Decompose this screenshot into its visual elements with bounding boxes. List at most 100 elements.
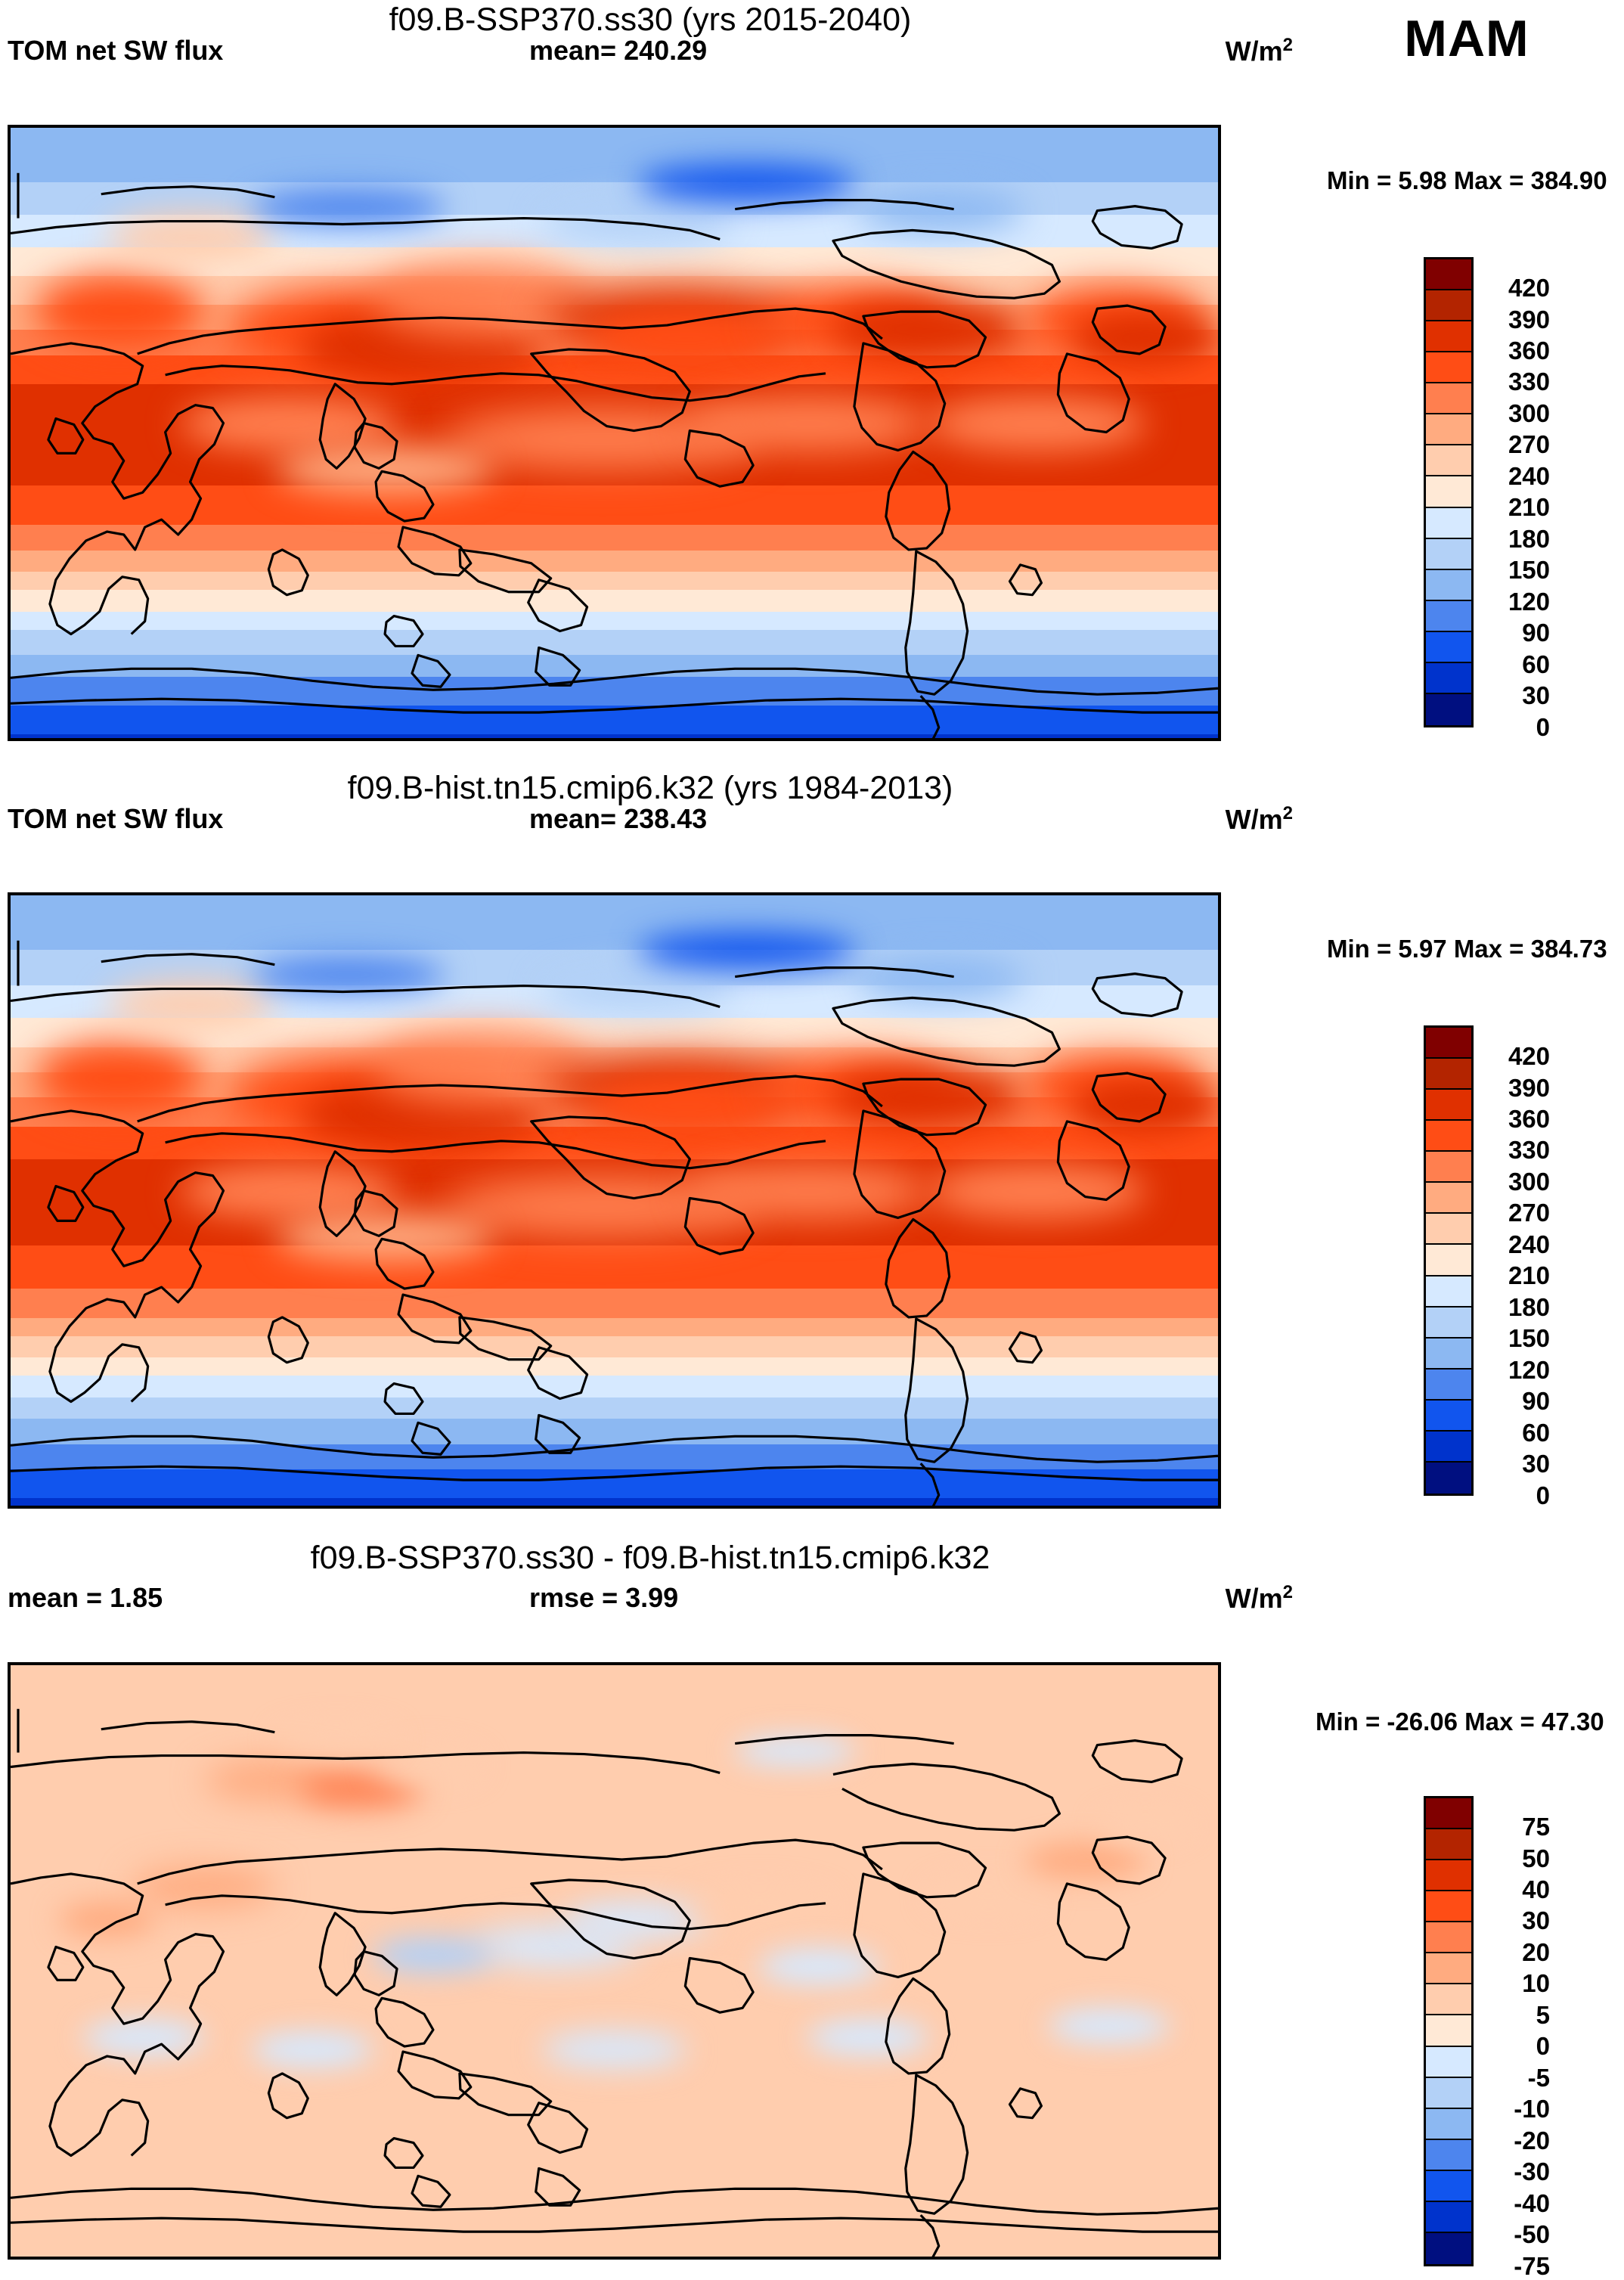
colorbar-swatch (1426, 1183, 1471, 1214)
zonal-band (11, 529, 1218, 533)
zonal-band (11, 557, 1218, 562)
zonal-band (11, 1249, 1218, 1254)
zonal-band (11, 942, 1218, 947)
colorbar-tick-label: -5 (1527, 2063, 1550, 2092)
colorbar-3[interactable] (1424, 1796, 1474, 2266)
colorbar-tick-label: 0 (1536, 712, 1550, 741)
zonal-band (11, 1763, 1218, 1768)
zonal-band (11, 2154, 1218, 2160)
panel-2-units-label: W/m2 (1226, 803, 1293, 836)
zonal-band (11, 395, 1218, 400)
zonal-band (11, 377, 1218, 382)
zonal-band (11, 1502, 1218, 1506)
zonal-band (11, 1808, 1218, 1813)
zonal-band (11, 1997, 1218, 2002)
zonal-band (11, 384, 1218, 389)
field-anomaly-blob (252, 956, 445, 994)
zonal-band (11, 160, 1218, 165)
zonal-band (11, 2068, 1218, 2072)
colorbar-tick-label: 30 (1522, 1906, 1550, 1935)
zonal-band (11, 687, 1218, 692)
colorbar-1[interactable] (1424, 257, 1474, 727)
zonal-band (11, 738, 1218, 741)
zonal-band (11, 196, 1218, 201)
zonal-band (11, 1829, 1218, 1834)
zonal-band (11, 1864, 1218, 1869)
zonal-band (11, 2197, 1218, 2201)
zonal-band (11, 1303, 1218, 1308)
zonal-band (11, 1422, 1218, 1427)
colorbar-3-labels: 75 50 40 30 20 10 5 0 -5 -10 -20 -30 -40 -50 -75 (1482, 1796, 1573, 2278)
colorbar-swatch (1426, 1152, 1471, 1183)
zonal-band (11, 1281, 1218, 1286)
zonal-band (11, 906, 1218, 911)
zonal-band (11, 1260, 1218, 1264)
zonal-band (11, 2001, 1218, 2005)
zonal-band (11, 1264, 1218, 1268)
colorbar-2[interactable] (1424, 1025, 1474, 1496)
zonal-band (11, 532, 1218, 537)
panel-1-minmax: Min = 5.98 Max = 384.90 (1327, 166, 1607, 194)
zonal-band (11, 2158, 1218, 2163)
colorbar-tick-label: -30 (1514, 2157, 1550, 2186)
zonal-band (11, 2235, 1218, 2240)
colorbar-tick-label: 150 (1508, 556, 1550, 585)
zonal-band (11, 633, 1218, 638)
zonal-band (11, 1346, 1218, 1351)
zonal-band (11, 1043, 1218, 1048)
zonal-band (11, 1506, 1218, 1509)
colorbar-tick-label: 270 (1508, 430, 1550, 459)
zonal-band (11, 1773, 1218, 1778)
zonal-band (11, 1458, 1218, 1463)
zonal-band (11, 1166, 1218, 1171)
panel-1-field-label: TOM net SW flux (8, 35, 224, 66)
colorbar-tick-label: 60 (1522, 650, 1550, 678)
zonal-band (11, 1415, 1218, 1420)
zonal-band (11, 1885, 1218, 1891)
map-panel-2[interactable] (8, 892, 1221, 1509)
zonal-band (11, 2193, 1218, 2198)
zonal-band (11, 1822, 1218, 1827)
zonal-band (11, 702, 1218, 706)
zonal-band (11, 2232, 1218, 2237)
zonal-band (11, 938, 1218, 943)
zonal-band (11, 1805, 1218, 1810)
zonal-band (11, 935, 1218, 940)
zonal-band (11, 485, 1218, 490)
zonal-band (11, 261, 1218, 266)
zonal-band (11, 2012, 1218, 2016)
zonal-band (11, 913, 1218, 918)
zonal-band (11, 1683, 1218, 1687)
zonal-band (11, 543, 1218, 548)
zonal-band (11, 706, 1218, 710)
zonal-band (11, 1267, 1218, 1272)
zonal-band (11, 2130, 1218, 2135)
panel-2-mean-label: mean= 238.43 (529, 803, 708, 834)
zonal-band (11, 1401, 1218, 1406)
units-exponent: 2 (1282, 1582, 1293, 1602)
colorbar-swatch (1426, 2139, 1471, 2171)
zonal-band (11, 1343, 1218, 1348)
zonal-band (11, 1969, 1218, 1974)
colorbar-swatch (1426, 1891, 1471, 1923)
colorbar-tick-label: 210 (1508, 493, 1550, 522)
zonal-band (11, 1780, 1218, 1785)
zonal-band (11, 247, 1218, 252)
zonal-band (11, 1314, 1218, 1319)
zonal-band (11, 2200, 1218, 2205)
zonal-band (11, 1686, 1218, 1691)
colorbar-tick-label: 210 (1508, 1261, 1550, 1290)
map-panel-1[interactable] (8, 125, 1221, 741)
zonal-band (11, 358, 1218, 364)
zonal-band (11, 496, 1218, 501)
zonal-band (11, 507, 1218, 512)
map-panel-3[interactable] (8, 1662, 1221, 2260)
zonal-band (11, 1270, 1218, 1276)
zonal-band (11, 2225, 1218, 2229)
colorbar-tick-label: 360 (1508, 336, 1550, 364)
zonal-band (11, 2071, 1218, 2076)
zonal-band (11, 1364, 1218, 1370)
colorbar-tick-label: 180 (1508, 524, 1550, 553)
zonal-band (11, 1962, 1218, 1967)
zonal-band (11, 1714, 1218, 1719)
